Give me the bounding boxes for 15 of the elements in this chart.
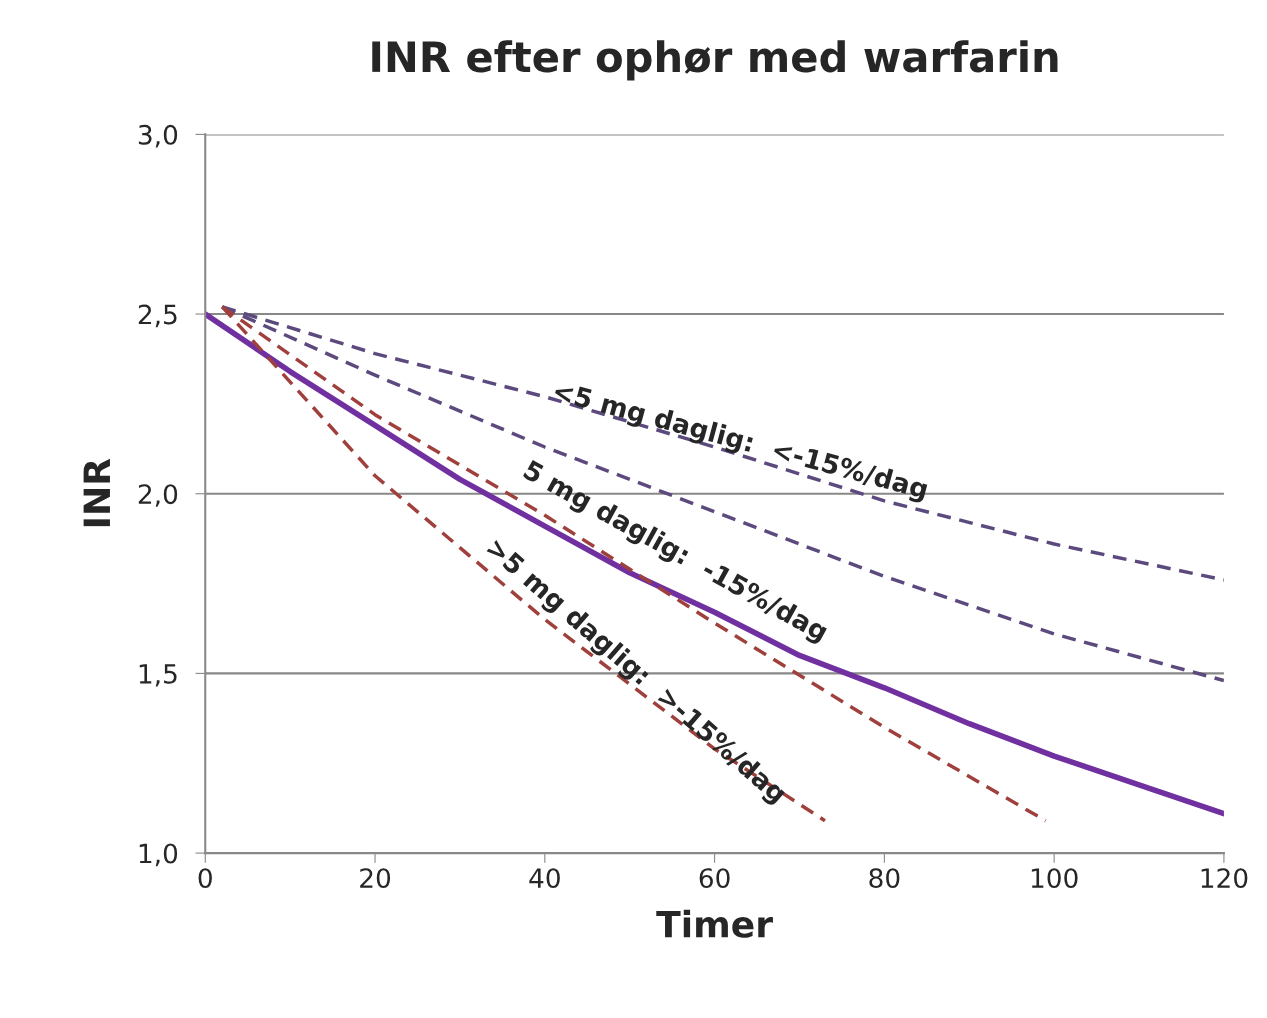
y-tick-label: 1,5 [139,664,177,687]
chart-title: INR efter ophør med warfarin [372,40,1058,81]
y-tick-label: 1,0 [139,843,178,867]
y-axis-title: INR [83,458,110,527]
x-tick-label: 100 [1031,868,1078,889]
x-tick-label: 20 [360,868,391,889]
x-tick-label: 60 [699,868,730,889]
x-axis-title: Timer [656,909,773,938]
y-tick-label: 2,5 [138,304,177,328]
y-tick-label: 3,0 [138,124,178,148]
x-tick-label: 40 [529,868,560,889]
x-tick-label: 80 [869,868,900,889]
x-tick-label: 120 [1201,868,1248,889]
x-tick-label: 0 [198,868,212,889]
y-tick-label: 2,0 [138,484,178,507]
